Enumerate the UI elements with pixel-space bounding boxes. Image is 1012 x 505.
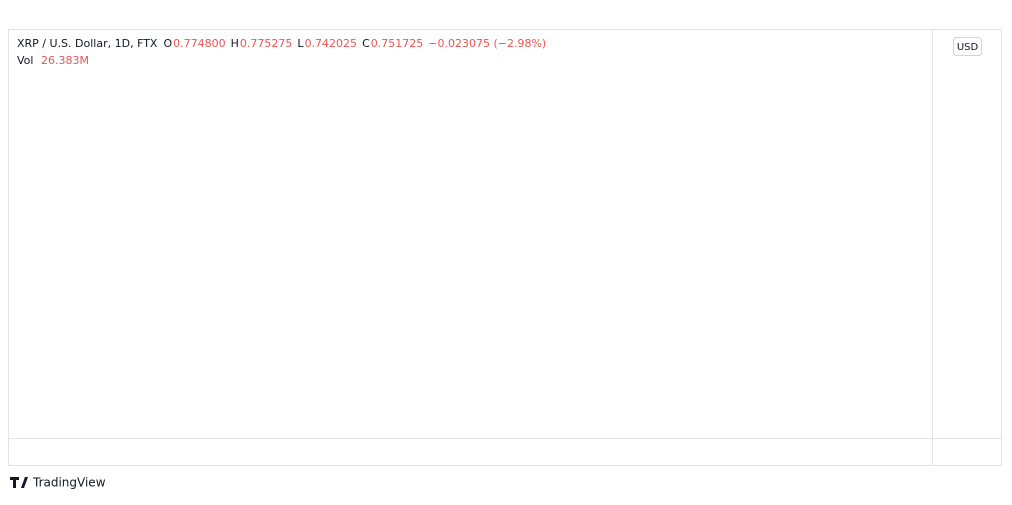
chart-frame [8,29,1002,466]
legend: XRP / U.S. Dollar, 1D, FTX O 0.774800 H … [17,37,546,67]
brand-name: TradingView [32,476,106,490]
volume-label: Vol [17,54,33,67]
high-value: 0.775275 [240,37,293,50]
close-value: 0.751725 [371,37,424,50]
change-value: −0.023075 (−2.98%) [428,37,546,50]
open-label: O [163,37,172,50]
symbol: XRP / U.S. Dollar, 1D, FTX [17,37,158,50]
low-label: L [297,37,304,50]
close-label: C [362,37,370,50]
open-value: 0.774800 [173,37,226,50]
currency-button[interactable] [953,37,982,56]
low-value: 0.742025 [305,37,358,50]
brand-logo [10,477,28,488]
volume-value: 26.383M [41,54,89,67]
high-label: H [231,37,239,50]
brand: TradingView [10,476,106,490]
currency-label[interactable]: USD [957,42,979,53]
